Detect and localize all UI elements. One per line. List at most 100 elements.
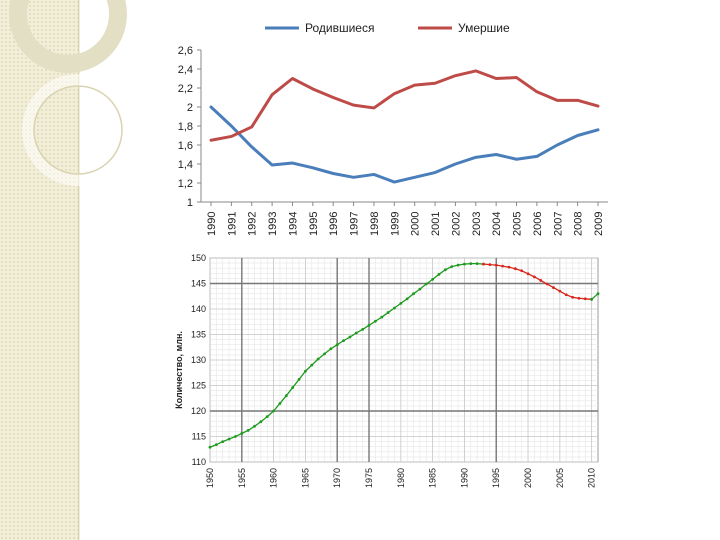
decorative-ring-top [9,0,127,73]
data-point [412,292,415,296]
data-point [526,272,530,276]
data-point [259,420,263,424]
series-line-2 [591,293,599,300]
x-tick-label: 1991 [226,212,238,236]
y-tick-label: 1,2 [178,178,193,190]
y-tick-label: 135 [191,330,206,340]
data-point [431,278,435,281]
x-tick-label: 2007 [552,212,564,236]
data-point [265,415,269,419]
strip-divider [78,0,79,540]
x-tick-label: 1999 [389,212,401,236]
data-point [399,301,403,305]
x-tick-label: 1996 [328,212,340,236]
y-tick-label: 150 [191,253,206,263]
data-point [501,264,504,268]
data-point [304,369,307,373]
data-point [494,263,498,267]
y-tick-label: 2,2 [178,83,193,95]
data-point [437,272,441,276]
data-point [335,343,339,347]
data-point [342,339,345,343]
x-tick-label: 2004 [491,212,503,236]
data-point [463,262,466,266]
data-point [221,440,225,443]
x-tick-label: 1995 [308,212,320,236]
data-point [393,306,396,310]
data-point [278,401,282,405]
data-point [227,437,231,441]
legend-label: Родившиеся [305,21,374,35]
x-tick-label: 1985 [428,468,438,488]
data-point [291,386,295,389]
x-tick-label: 1950 [205,468,215,488]
data-point [482,262,485,266]
y-tick-label: 2 [187,102,193,114]
decorative-ring-middle-line [33,85,123,175]
y-tick-label: 2,6 [178,45,193,57]
data-point [507,265,511,269]
x-tick-label: 2002 [450,212,462,236]
data-point [552,286,555,289]
data-point [443,268,447,272]
x-tick-label: 2003 [471,212,483,236]
x-tick-label: 1993 [267,212,279,236]
y-tick-label: 110 [192,457,206,467]
data-point [253,424,256,428]
x-tick-label: 1997 [349,212,361,236]
data-point [456,263,460,267]
x-tick-label: 1994 [287,212,299,236]
data-point [208,445,212,449]
y-tick-label: 125 [191,381,206,391]
data-point [373,319,377,323]
legend-label: Умершие [458,21,510,35]
data-point [246,428,250,432]
y-tick-label: 1,4 [178,159,193,171]
y-tick-label: 1,8 [178,121,193,133]
x-tick-label: 1990 [459,468,469,488]
data-point [590,297,594,301]
x-tick-label: 1975 [364,468,374,488]
data-point [558,289,562,293]
x-tick-label: 1970 [332,468,342,488]
x-tick-label: 1980 [396,468,406,488]
x-tick-label: 2006 [532,212,544,236]
data-point [214,443,218,447]
data-point [386,311,390,314]
x-tick-label: 1998 [369,212,381,236]
x-tick-label: 2008 [573,212,585,236]
y-tick-label: 140 [191,304,206,314]
decorative-ring-middle [22,74,134,186]
x-tick-label: 1955 [237,468,247,488]
data-point [450,265,454,269]
x-tick-label: 1965 [300,468,310,488]
x-tick-label: 2009 [593,212,605,236]
data-point [539,279,543,282]
data-point [520,269,524,273]
data-point [545,282,549,286]
x-tick-label: 2010 [587,468,597,488]
x-tick-label: 2005 [512,212,524,236]
data-point [367,323,371,327]
data-point [240,432,244,435]
data-point [532,275,536,279]
data-point [272,409,276,413]
data-point [354,331,358,335]
data-point [596,292,600,296]
data-point [571,295,574,299]
data-point [418,287,422,291]
series-line-deaths [209,69,600,142]
data-point [405,297,409,301]
data-point [564,293,568,297]
x-tick-label: 2001 [430,212,442,236]
data-point [583,297,587,301]
y-tick-label: 145 [191,279,206,289]
data-point [475,262,479,266]
y-tick-label: 1,6 [178,140,193,152]
data-point [284,394,288,398]
x-tick-label: 2000 [523,468,533,488]
x-tick-label: 2005 [555,468,565,488]
data-point [361,328,365,331]
